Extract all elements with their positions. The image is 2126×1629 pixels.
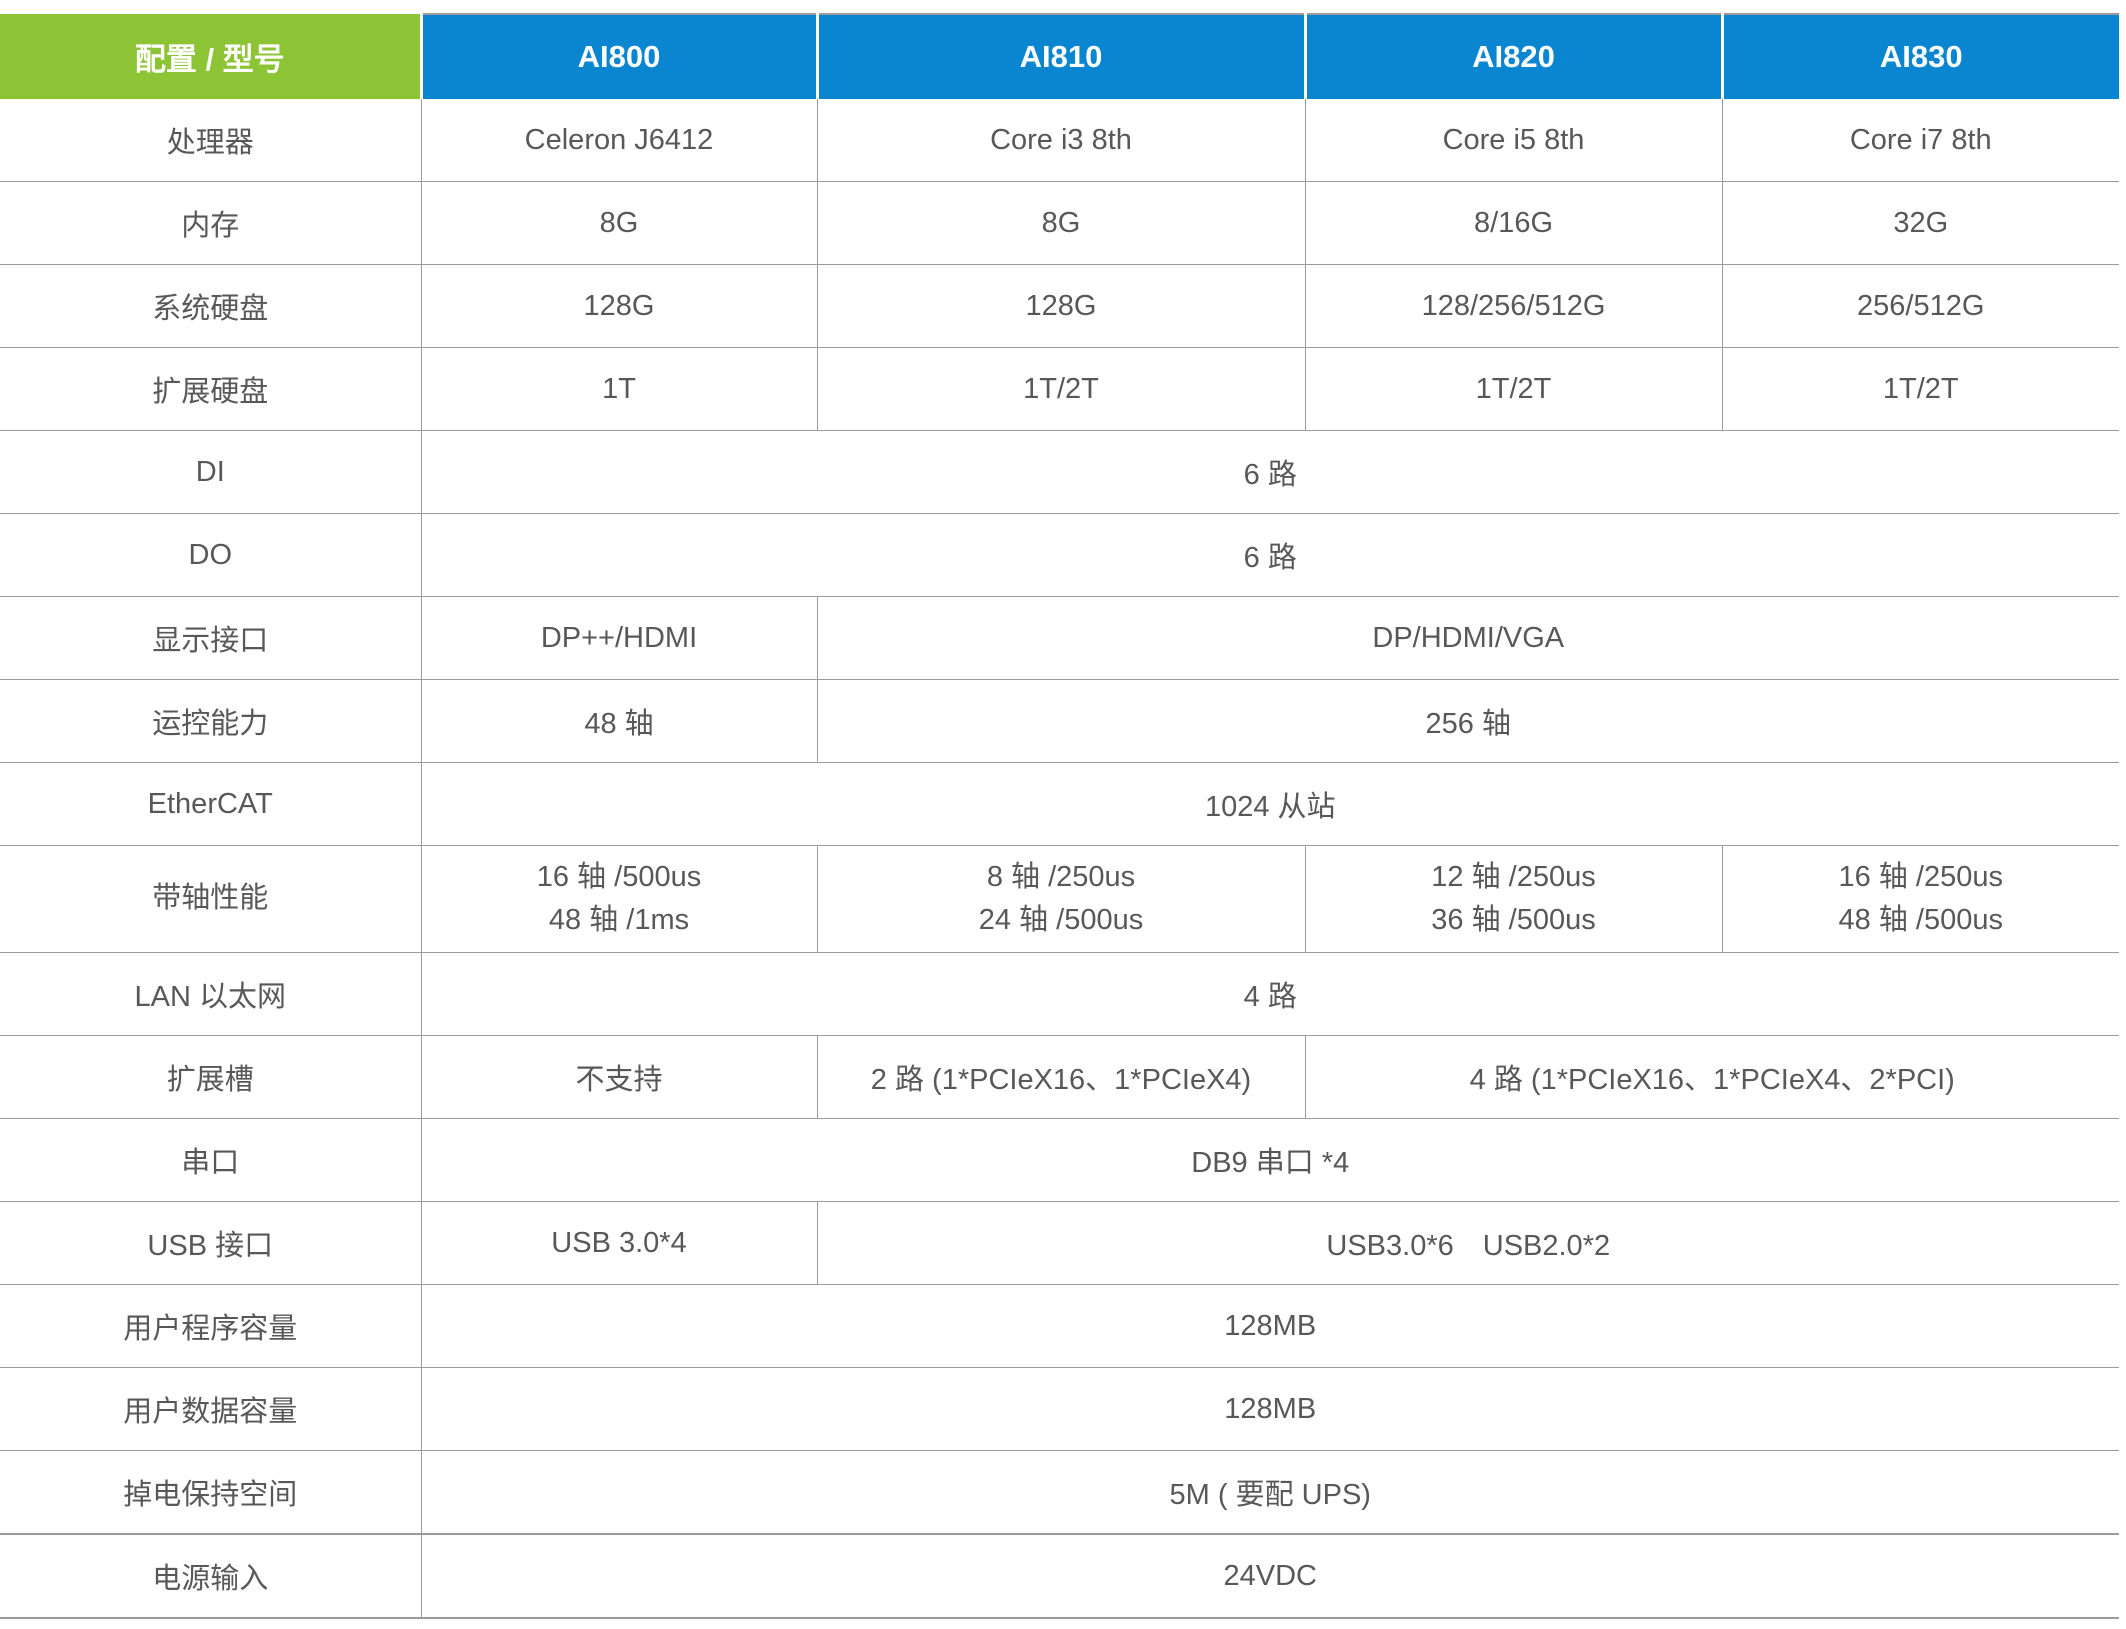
row-label: 用户数据容量 [0, 1367, 421, 1451]
spec-cell: 8/16G [1304, 181, 1722, 265]
spec-cell: 5M ( 要配 UPS) [420, 1450, 2119, 1534]
row-di: DI 6 路 [0, 430, 2119, 514]
spec-cell: 128MB [420, 1284, 2119, 1368]
spec-cell: 1T/2T [816, 347, 1305, 431]
spec-cell: Celeron J6412 [420, 99, 817, 182]
row-label: 串口 [0, 1118, 421, 1202]
row-expansion-disk: 扩展硬盘 1T 1T/2T 1T/2T 1T/2T [0, 347, 2119, 431]
spec-cell: 128G [816, 264, 1305, 348]
spec-cell: 128/256/512G [1304, 264, 1722, 348]
spec-cell: 48 轴 [420, 679, 817, 763]
row-do: DO 6 路 [0, 513, 2119, 597]
row-label: EtherCAT [0, 762, 421, 846]
spec-cell: 128G [420, 264, 817, 348]
row-system-disk: 系统硬盘 128G 128G 128/256/512G 256/512G [0, 264, 2119, 348]
row-label: 运控能力 [0, 679, 421, 763]
row-label: LAN 以太网 [0, 952, 421, 1036]
spec-cell: 128MB [420, 1367, 2119, 1451]
spec-cell: 2 路 (1*PCIeX16、1*PCIeX4) [816, 1035, 1305, 1119]
row-label: 扩展槽 [0, 1035, 421, 1119]
spec-cell: USB3.0*6 USB2.0*2 [816, 1201, 2119, 1285]
spec-cell: Core i3 8th [816, 99, 1305, 182]
row-motion-capacity: 运控能力 48 轴 256 轴 [0, 679, 2119, 763]
spec-cell: Core i7 8th [1721, 99, 2119, 182]
spec-cell: 16 轴 /500us 48 轴 /1ms [420, 845, 817, 953]
spec-cell: 8G [420, 181, 817, 265]
spec-cell: 1T/2T [1721, 347, 2119, 431]
row-label: USB 接口 [0, 1201, 421, 1285]
row-label: 处理器 [166, 127, 254, 159]
header-cell-ai810: AI810 [815, 13, 1305, 99]
spec-cell: 12 轴 /250us 36 轴 /500us [1304, 845, 1722, 953]
header-row: 配置 / 型号 AI800 AI810 AI820 AI830 [0, 13, 2119, 99]
row-label: 内存 [0, 181, 421, 265]
row-power-input: 电源输入 24VDC [0, 1533, 2119, 1619]
spec-cell: 256/512G [1721, 264, 2119, 348]
spec-cell: 32G [1721, 181, 2119, 265]
spec-cell: 8 轴 /250us 24 轴 /500us [816, 845, 1305, 953]
row-expansion-slot: 扩展槽 不支持 2 路 (1*PCIeX16、1*PCIeX4) 4 路 (1*… [0, 1035, 2119, 1119]
row-label: 带轴性能 [0, 845, 421, 953]
row-label: 掉电保持空间 [0, 1450, 421, 1534]
header-cell-ai830: AI830 [1720, 13, 2119, 99]
header-cell-ai820: AI820 [1303, 13, 1722, 99]
spec-cell: 4 路 [420, 952, 2119, 1036]
spec-cell: 16 轴 /250us 48 轴 /500us [1721, 845, 2119, 953]
spec-cell: 6 路 [420, 430, 2119, 514]
spec-cell: 256 轴 [816, 679, 2119, 763]
row-label: 系统硬盘 [0, 264, 421, 348]
row-label: DI [0, 430, 421, 514]
row-display: 显示接口 DP++/HDMI DP/HDMI/VGA [0, 596, 2119, 680]
header-cell-ai800: AI800 [419, 13, 817, 99]
row-label: DO [0, 513, 421, 597]
row-cpu: 处理器 Celeron J6412 Core i3 8th Core i5 8t… [0, 99, 2119, 182]
table-header: 配置 / 型号 AI800 AI810 AI820 AI830 [0, 13, 2119, 99]
spec-cell: 1T/2T [1304, 347, 1722, 431]
row-axis-performance: 带轴性能 16 轴 /500us 48 轴 /1ms 8 轴 /250us 24… [0, 845, 2119, 953]
spec-cell: 24VDC [420, 1533, 2119, 1619]
header-cell-config: 配置 / 型号 [0, 14, 421, 99]
spec-cell: DP/HDMI/VGA [816, 596, 2119, 680]
spec-cell: 8G [816, 181, 1305, 265]
spec-cell: 1T [420, 347, 817, 431]
spec-cell: DP++/HDMI [420, 596, 817, 680]
row-user-data-capacity: 用户数据容量 128MB [0, 1367, 2119, 1451]
row-ethercat: EtherCAT 1024 从站 [0, 762, 2119, 846]
row-memory: 内存 8G 8G 8/16G 32G [0, 181, 2119, 265]
spec-cell: 4 路 (1*PCIeX16、1*PCIeX4、2*PCI) [1304, 1035, 2119, 1119]
spec-comparison-table: 配置 / 型号 AI800 AI810 AI820 AI830 处理器 Cele… [0, 13, 2119, 1619]
spec-cell: 不支持 [420, 1035, 817, 1119]
row-user-program-capacity: 用户程序容量 128MB [0, 1284, 2119, 1368]
row-label: 显示接口 [0, 596, 421, 680]
spec-cell: 6 路 [420, 513, 2119, 597]
row-label: 电源输入 [0, 1533, 421, 1619]
row-retentive-memory: 掉电保持空间 5M ( 要配 UPS) [0, 1450, 2119, 1534]
row-lan: LAN 以太网 4 路 [0, 952, 2119, 1036]
row-label: 用户程序容量 [0, 1284, 421, 1368]
spec-cell: USB 3.0*4 [420, 1201, 817, 1285]
row-usb: USB 接口 USB 3.0*4 USB3.0*6 USB2.0*2 [0, 1201, 2119, 1285]
spec-cell: DB9 串口 *4 [420, 1118, 2119, 1202]
spec-cell: Core i5 8th [1304, 99, 1722, 182]
spec-cell: 1024 从站 [420, 762, 2119, 846]
row-label: 扩展硬盘 [0, 347, 421, 431]
row-serial-port: 串口 DB9 串口 *4 [0, 1118, 2119, 1202]
